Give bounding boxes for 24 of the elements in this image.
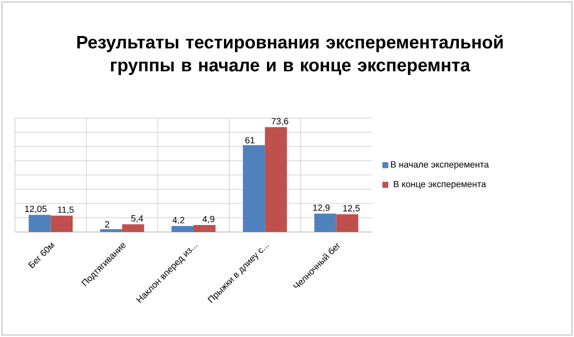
bar <box>28 214 51 232</box>
data-label: 61 <box>245 137 254 144</box>
data-label: 12,05 <box>25 206 47 214</box>
bar <box>194 225 216 232</box>
data-label: 4,2 <box>172 216 184 224</box>
chart-title: Результаты тестировнания эксперементальной группы в начале и в конце эксперемнта <box>77 35 503 75</box>
legend-label: В конце эксперемента <box>394 180 486 190</box>
data-label: 12,9 <box>313 204 330 212</box>
data-label: 2 <box>105 221 110 228</box>
data-label: 11,5 <box>58 206 74 214</box>
legend-label: В начале эксперемента <box>391 161 489 170</box>
bar <box>100 229 122 232</box>
bar <box>50 216 73 232</box>
data-label: 12,5 <box>343 205 360 212</box>
bar <box>172 226 194 232</box>
bar <box>336 214 358 232</box>
bar <box>264 127 287 232</box>
data-label: 73,6 <box>272 118 288 126</box>
x-tick-label: Бег 60м <box>28 242 55 268</box>
bar <box>122 224 144 232</box>
bar <box>242 145 265 232</box>
data-label: 4,9 <box>202 216 214 224</box>
data-label: 5,4 <box>131 215 144 223</box>
bar <box>314 214 336 232</box>
